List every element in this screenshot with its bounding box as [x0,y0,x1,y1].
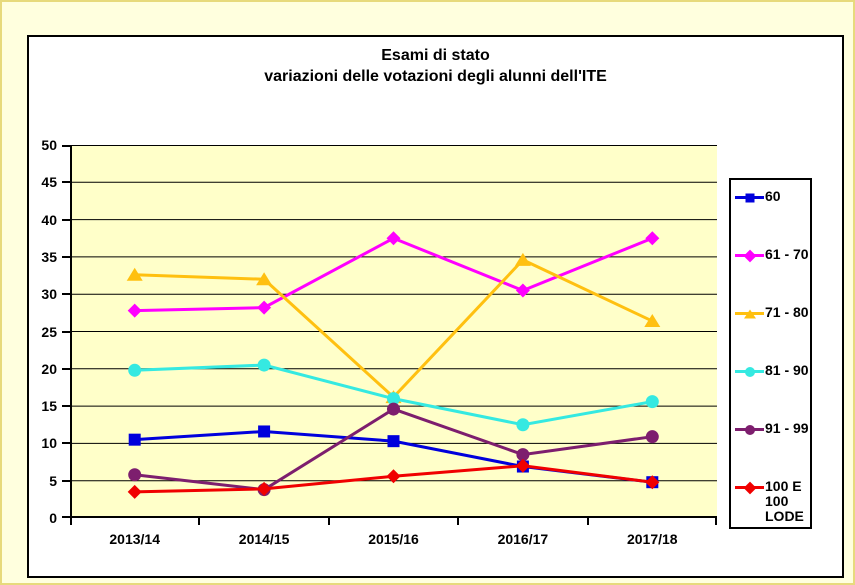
chart-subtitle: variazioni delle votazioni degli alunni … [264,68,607,85]
y-tick-label: 50 [41,137,57,153]
data-point-marker [516,448,530,462]
data-point-marker [645,430,659,444]
y-tick [62,255,70,258]
y-axis-ticks [62,145,70,520]
plot-area [70,145,717,518]
y-tick [62,442,70,445]
data-point-marker [387,392,400,406]
x-category-label: 2013/14 [109,531,160,547]
data-point-marker [128,363,142,377]
y-tick-label: 25 [41,323,57,340]
y-tick-label: 35 [41,248,57,265]
y-axis-labels: 0 5 10 15 20 25 30 35 40 45 50 [29,137,57,526]
legend-swatch [735,422,764,437]
legend: 60 61 - 70 71 - 80 81 - 90 91 - 99 100 E 100 … [729,178,812,529]
data-point-marker [257,300,272,315]
legend-marker-triangle-icon [743,309,756,318]
chart-title-block: Esami di stato variazioni delle votazion… [29,45,842,87]
legend-swatch [735,364,764,379]
y-tick [62,218,70,221]
data-point-marker [645,475,660,490]
data-point-marker [257,481,272,496]
legend-label: 91 - 99 [765,420,809,436]
data-point-marker [128,468,142,482]
legend-swatch [735,248,764,263]
y-tick [62,405,70,408]
data-point-marker [515,458,530,473]
x-tick [327,516,330,525]
x-category-label: 2017/18 [626,531,678,547]
y-tick [62,479,70,482]
plot-svg [70,145,717,518]
legend-item: 71 - 80 [735,305,809,321]
legend-marker-square-icon [745,193,754,202]
y-tick-label: 10 [41,435,57,452]
data-point-marker [514,252,531,266]
x-axis-ticks [70,516,717,525]
y-tick [62,145,70,147]
data-point-marker [258,425,271,438]
legend-label: 61 - 70 [765,246,809,262]
data-point-marker [515,283,530,298]
series-line-2 [134,258,653,400]
data-point-marker [386,231,401,246]
x-tick [198,516,201,525]
x-category-label: 2015/16 [368,531,419,547]
legend-item: 100 E 100 LODE [735,479,810,524]
x-tick [457,516,460,525]
legend-item: 91 - 99 [735,421,809,437]
legend-label: 100 E 100 LODE [765,478,804,524]
y-tick [62,367,70,370]
y-tick-label: 30 [41,286,57,303]
data-point-marker [645,395,659,409]
y-tick-label: 0 [49,510,57,526]
data-point-marker [516,418,530,432]
legend-item: 81 - 90 [735,363,809,379]
data-point-marker [387,435,400,448]
x-tick [586,516,589,525]
y-tick-label: 5 [49,472,57,489]
legend-label: 81 - 90 [765,362,809,378]
y-tick-label: 40 [41,211,57,228]
y-tick-label: 20 [41,360,57,377]
x-tick [715,516,717,525]
data-point-marker [127,484,142,499]
legend-swatch [735,480,764,495]
data-point-marker [127,303,142,318]
data-point-marker [126,267,143,281]
y-tick [62,330,70,333]
chart-title: Esami di stato [381,47,490,64]
data-point-marker [386,469,401,484]
y-tick-label: 45 [41,174,57,191]
data-point-marker [644,314,661,328]
legend-marker-circle-icon [744,366,755,377]
legend-label: 71 - 80 [765,304,809,320]
x-axis-labels: 2013/14 2014/15 2015/16 2016/17 2017/18 [70,531,717,551]
legend-item: 61 - 70 [735,247,809,263]
chart-box: Esami di stato variazioni delle votazion… [27,35,844,578]
y-tick-label: 15 [41,398,57,415]
data-point-marker [387,402,400,416]
data-point-marker [645,231,660,246]
legend-marker-circle-icon [744,424,755,435]
legend-marker-diamond-icon [743,481,756,494]
x-category-label: 2016/17 [497,531,549,547]
data-point-marker [257,358,271,372]
legend-item: 60 [735,189,781,205]
legend-label: 60 [765,188,781,204]
legend-swatch [735,190,764,205]
x-tick [70,516,72,525]
legend-swatch [735,306,764,321]
y-tick [62,293,70,296]
legend-marker-diamond-icon [743,249,756,262]
data-point-marker [128,433,141,446]
y-tick [62,516,70,518]
series-line-1 [134,236,653,313]
x-category-label: 2014/15 [238,531,290,547]
data-point-marker [256,272,273,286]
y-tick [62,181,70,184]
